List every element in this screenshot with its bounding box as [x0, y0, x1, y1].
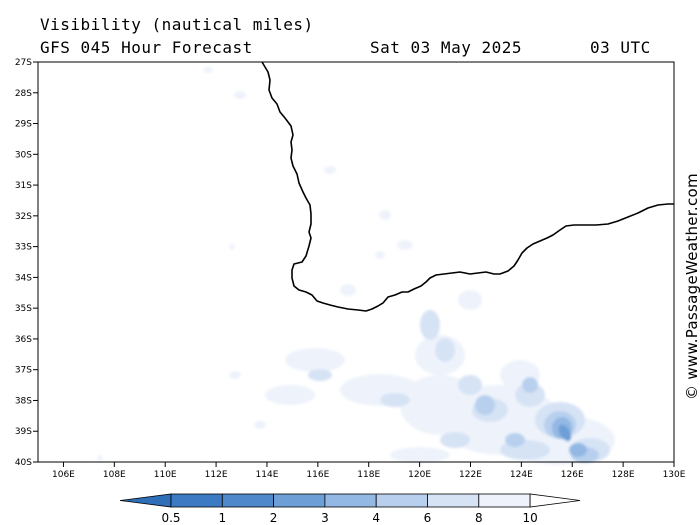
colorbar-arrow-right — [529, 493, 581, 508]
lat-label: 40S — [15, 458, 32, 468]
colorbar-label: 4 — [372, 511, 380, 525]
lat-label: 31S — [15, 181, 32, 191]
colorbar-label: 0.5 — [161, 511, 180, 525]
lat-label: 35S — [15, 304, 32, 314]
lon-label: 112E — [205, 470, 228, 480]
colorbar-label: 3 — [321, 511, 329, 525]
colorbar-label: 10 — [522, 511, 537, 525]
lat-label: 33S — [15, 243, 32, 253]
lat-label: 29S — [15, 120, 32, 130]
lon-label: 128E — [612, 470, 635, 480]
lat-label: 32S — [15, 212, 32, 222]
colorbar-arrow-left — [119, 493, 172, 508]
forecast-label: GFS 045 Hour Forecast — [40, 38, 253, 57]
lat-label: 37S — [15, 366, 32, 376]
lat-label: 34S — [15, 273, 32, 283]
lon-label: 108E — [103, 470, 126, 480]
lon-label: 116E — [306, 470, 329, 480]
coastline — [261, 61, 674, 312]
colorbar-label: 1 — [218, 511, 226, 525]
lat-label: 36S — [15, 335, 32, 345]
lon-label: 122E — [459, 470, 482, 480]
lon-label: 110E — [154, 470, 177, 480]
map-title: Visibility (nautical miles) — [40, 15, 314, 34]
forecast-time: 03 UTC — [590, 38, 651, 57]
colorbar-segment — [427, 493, 480, 508]
longitude-axis: 106E 108E 110E 112E 114E 116E 118E 120E 122E 124E… — [52, 462, 686, 480]
colorbar-segment — [324, 493, 377, 508]
forecast-date: Sat 03 May 2025 — [370, 38, 522, 57]
lat-label: 38S — [15, 396, 32, 406]
colorbar-segment — [170, 493, 223, 508]
colorbar-label: 2 — [270, 511, 278, 525]
lat-label: 30S — [15, 150, 32, 160]
colorbar-label: 8 — [475, 511, 483, 525]
colorbar-segment — [273, 493, 326, 508]
lat-label: 27S — [15, 58, 32, 68]
colorbar-label: 6 — [424, 511, 432, 525]
lon-label: 106E — [52, 470, 75, 480]
lat-label: 39S — [15, 427, 32, 437]
colorbar-segment — [375, 493, 428, 508]
lon-label: 120E — [408, 470, 431, 480]
latitude-axis: 27S 28S 29S 30S 31S 32S 33S 34S 35S 36S 37S 38S 39S 4… — [15, 58, 38, 468]
colorbar-segment — [478, 493, 531, 508]
visibility-shading — [97, 67, 615, 465]
lon-label: 118E — [357, 470, 380, 480]
map-frame — [37, 61, 675, 463]
lat-label: 28S — [15, 89, 32, 99]
visibility-colorbar: 0.5 1 2 3 4 6 8 10 — [119, 493, 581, 525]
lon-label: 124E — [510, 470, 533, 480]
lon-label: 130E — [663, 470, 686, 480]
lon-label: 114E — [256, 470, 279, 480]
lon-label: 126E — [561, 470, 584, 480]
colorbar-segment — [221, 493, 275, 508]
